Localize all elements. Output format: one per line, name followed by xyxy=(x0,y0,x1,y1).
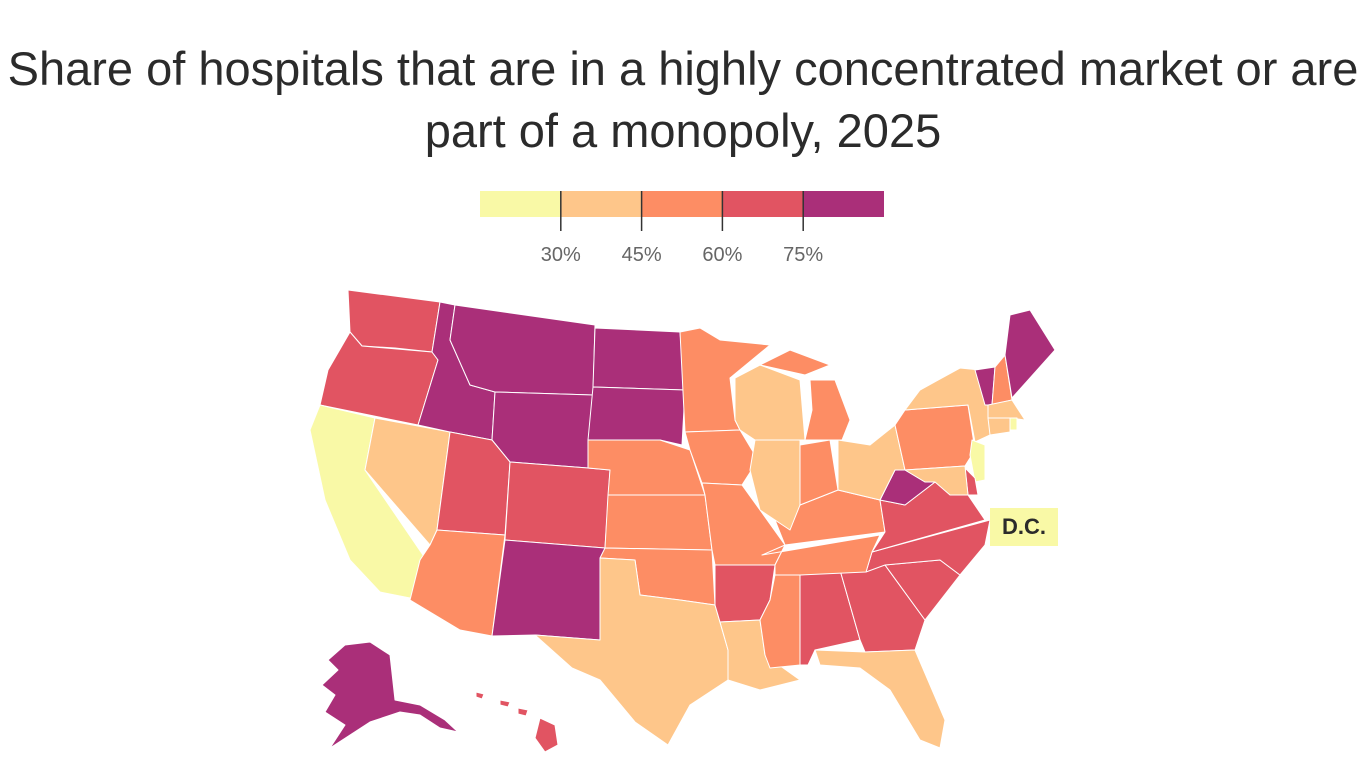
state-ct[interactable] xyxy=(987,417,1011,436)
state-tn[interactable] xyxy=(761,534,881,576)
state-nj[interactable] xyxy=(969,439,986,483)
legend-tick-label: 60% xyxy=(702,244,742,266)
state-az[interactable] xyxy=(409,529,506,637)
state-mt[interactable] xyxy=(449,304,596,396)
legend: 30% 45% 60% 75% xyxy=(480,191,884,266)
legend-tick-label: 75% xyxy=(783,244,823,266)
legend-tick-label: 45% xyxy=(622,244,662,266)
state-nm[interactable] xyxy=(491,539,606,641)
state-ri[interactable] xyxy=(1009,417,1018,431)
state-ks[interactable] xyxy=(604,494,713,551)
legend-swatch-5 xyxy=(803,191,884,217)
state-co[interactable] xyxy=(504,461,611,549)
chart-title: Share of hospitals that are in a highly … xyxy=(7,42,1359,157)
state-hi[interactable] xyxy=(475,691,485,700)
state-oh[interactable] xyxy=(837,424,906,501)
legend-tick-label: 30% xyxy=(541,244,581,266)
state-sd[interactable] xyxy=(587,386,686,446)
state-wi[interactable] xyxy=(734,364,806,441)
state-nc[interactable] xyxy=(865,519,991,576)
dc-label: D.C. xyxy=(990,508,1058,546)
state-wa[interactable] xyxy=(347,289,441,353)
legend-swatch-2 xyxy=(560,191,642,217)
state-il[interactable] xyxy=(749,439,801,531)
state-mi[interactable] xyxy=(759,349,831,376)
state-ak[interactable] xyxy=(321,641,459,749)
state-mi[interactable] xyxy=(804,379,851,441)
state-pa[interactable] xyxy=(894,404,976,471)
state-wy[interactable] xyxy=(491,391,594,469)
state-fl[interactable] xyxy=(814,649,946,749)
legend-swatch-3 xyxy=(641,191,723,217)
legend-swatch-1 xyxy=(480,191,561,217)
state-hi[interactable] xyxy=(534,717,559,753)
state-md[interactable] xyxy=(904,465,969,496)
state-nd[interactable] xyxy=(592,327,686,391)
state-tx[interactable] xyxy=(534,557,729,746)
state-hi[interactable] xyxy=(517,707,529,717)
legend-swatch-4 xyxy=(722,191,804,217)
state-me[interactable] xyxy=(1004,309,1056,399)
state-hi[interactable] xyxy=(499,699,511,708)
